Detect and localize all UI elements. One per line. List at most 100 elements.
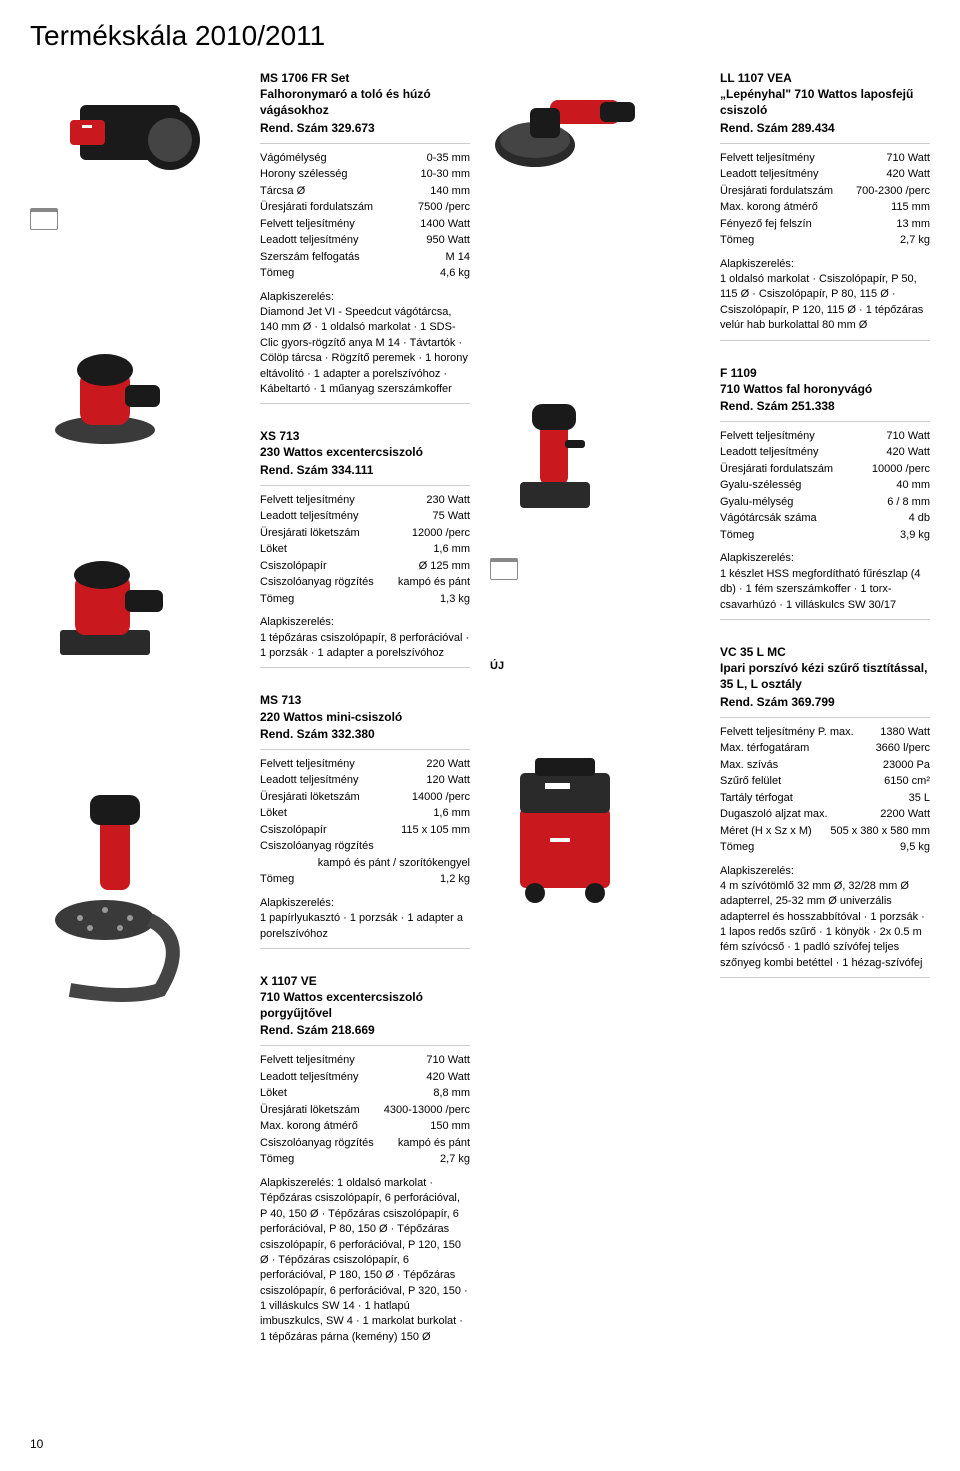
spec-value: 14000 /perc: [412, 789, 470, 806]
page-number: 10: [30, 1437, 43, 1451]
spec-label: Csiszolóanyag rögzítés: [260, 838, 374, 855]
spec-value: 9,5 kg: [900, 839, 930, 856]
product-xs713: XS 713 230 Wattos excentercsiszoló Rend.…: [260, 428, 470, 668]
product-f1109: F 1109 710 Wattos fal horonyvágó Rend. S…: [720, 365, 930, 620]
spec-label: Szűrő felület: [720, 773, 781, 790]
accessories-label: Alapkiszerelés:: [260, 896, 470, 911]
spec-value: 505 x 380 x 580 mm: [830, 823, 930, 840]
spec-label: Löket: [260, 541, 287, 558]
spec-value: 75 Watt: [433, 508, 471, 525]
spec-value: 220 Watt: [426, 756, 470, 773]
accessories-label: Alapkiszerelés:: [720, 864, 930, 879]
spec-value: 10-30 mm: [420, 166, 470, 183]
spec-list: Felvett teljesítmény 230 WattLeadott telj…: [260, 492, 470, 608]
spec-row: Felvett teljesítmény710 Watt: [260, 1052, 470, 1069]
spec-row: Max. korong átmérő115 mm: [720, 199, 930, 216]
spec-value: 950 Watt: [426, 232, 470, 249]
accessories-text: 1 készlet HSS megfordítható fűrészlap (4…: [720, 567, 930, 613]
spec-value: 6 / 8 mm: [887, 494, 930, 511]
spec-row: Löket1,6 mm: [260, 805, 470, 822]
case-icon: [30, 208, 58, 230]
spec-row: Méret (H x Sz x M) 505 x 380 x 580 mm: [720, 823, 930, 840]
spec-label: Gyalu-szélesség: [720, 477, 801, 494]
flat-head-sander-icon: [490, 70, 640, 200]
spec-row: Horony szélesség 10-30 mm: [260, 166, 470, 183]
product-title: XS 713 230 Wattos excentercsiszoló: [260, 428, 470, 460]
spec-value: 120 Watt: [426, 772, 470, 789]
left-image-column: [30, 70, 240, 1369]
spec-list: Felvett teljesítmény710 WattLeadott telj…: [720, 150, 930, 249]
spec-row: Szűrő felület6150 cm²: [720, 773, 930, 790]
spec-label: Csiszolópapír: [260, 822, 327, 839]
spec-row: Max. szívás23000 Pa: [720, 757, 930, 774]
spec-row: Felvett teljesítmény220 Watt: [260, 756, 470, 773]
spec-label: Üresjárati fordulatszám: [260, 199, 373, 216]
spec-row: Csiszolóanyag rögzítéskampó és pánt: [260, 1135, 470, 1152]
spec-label: Üresjárati löketszám: [260, 1102, 360, 1119]
spec-value: 1,3 kg: [440, 591, 470, 608]
spec-value: 2,7 kg: [900, 232, 930, 249]
spec-label: Csiszolóanyag rögzítés: [260, 574, 374, 591]
spec-row: Csiszolóanyag rögzítés: [260, 838, 470, 855]
spec-row: Üresjárati fordulatszám700-2300 /perc: [720, 183, 930, 200]
spec-row: Leadott teljesítmény420 Watt: [260, 1069, 470, 1086]
spec-row: Üresjárati löketszám14000 /perc: [260, 789, 470, 806]
spec-label: Méret (H x Sz x M): [720, 823, 812, 840]
spec-value: 12000 /perc: [412, 525, 470, 542]
spec-row: Dugaszoló aljzat max.2200 Watt: [720, 806, 930, 823]
product-image-vc35: [490, 708, 640, 928]
spec-label: Felvett teljesítmény P. max.: [720, 724, 854, 741]
spec-label: Felvett teljesítmény: [260, 492, 355, 509]
product-ms1706: MS 1706 FR Set Falhoronymaró a toló és h…: [260, 70, 470, 404]
spec-value: 230 Watt: [426, 492, 470, 509]
spec-row: Vágótárcsák száma 4 db: [720, 510, 930, 527]
left-text-column: MS 1706 FR Set Falhoronymaró a toló és h…: [260, 70, 470, 1369]
spec-row: Tömeg 3,9 kg: [720, 527, 930, 544]
spec-row: Szerszám felfogatásM 14: [260, 249, 470, 266]
spec-list: Felvett teljesítmény710 WattLeadott telj…: [260, 1052, 470, 1168]
wall-groove-cutter-icon: [490, 390, 640, 520]
spec-value: 1,6 mm: [433, 541, 470, 558]
product-image-ms713: [30, 540, 180, 670]
spec-label: Vágómélység: [260, 150, 327, 167]
page-title: Termékskála 2010/2011: [30, 20, 930, 52]
spec-row: Üresjárati fordulatszám7500 /perc: [260, 199, 470, 216]
product-ref: Rend. Szám 218.669: [260, 1023, 470, 1037]
accessories-text: 1 tépőzáras csiszolópapír, 8 perforációv…: [260, 631, 470, 662]
spec-value: 40 mm: [896, 477, 930, 494]
spec-row: Üresjárati löketszám4300-13000 /perc: [260, 1102, 470, 1119]
product-ll1107: LL 1107 VEA „Lepényhal" 710 Wattos lapos…: [720, 70, 930, 341]
spec-value: 1,6 mm: [433, 805, 470, 822]
spec-value: 3,9 kg: [900, 527, 930, 544]
spec-label: Tömeg: [720, 527, 754, 544]
spec-value: 0-35 mm: [427, 150, 470, 167]
spec-label: Tömeg: [260, 1151, 294, 1168]
spec-label: Vágótárcsák száma: [720, 510, 817, 527]
spec-value: 420 Watt: [886, 444, 930, 461]
spec-label: Leadott teljesítmény: [720, 444, 818, 461]
spec-list: Felvett teljesítmény220 WattLeadott telj…: [260, 756, 470, 888]
product-title: VC 35 L MC Ipari porszívó kézi szűrő tis…: [720, 644, 930, 693]
spec-row: Leadott teljesítmény 420 Watt: [720, 444, 930, 461]
product-image-f1109: [490, 390, 640, 520]
spec-label: Leadott teljesítmény: [720, 166, 818, 183]
spec-label: Leadott teljesítmény: [260, 232, 358, 249]
accessories-label: Alapkiszerelés:: [720, 257, 930, 272]
spec-row: Tömeg9,5 kg: [720, 839, 930, 856]
spec-row: Leadott teljesítmény75 Watt: [260, 508, 470, 525]
spec-label: Csiszolópapír: [260, 558, 327, 575]
accessories-text: Alapkiszerelés: 1 oldalsó markolat · Tép…: [260, 1176, 470, 1345]
spec-label: Horony szélesség: [260, 166, 347, 183]
product-image-x1107: [30, 790, 180, 1010]
product-image-ms1706: [60, 70, 210, 200]
accessories-text: 4 m szívótömlő 32 mm Ø, 32/28 mm Ø adapt…: [720, 879, 930, 971]
spec-value: 8,8 mm: [433, 1085, 470, 1102]
spec-value: 710 Watt: [886, 150, 930, 167]
spec-row: Max. korong átmérő150 mm: [260, 1118, 470, 1135]
accessories-label: Alapkiszerelés:: [260, 290, 470, 305]
spec-label: Felvett teljesítmény: [720, 428, 815, 445]
spec-value: 4 db: [909, 510, 930, 527]
spec-row: Felvett teljesítmény 230 Watt: [260, 492, 470, 509]
spec-value: Ø 125 mm: [419, 558, 470, 575]
spec-row: Tárcsa Ø140 mm: [260, 183, 470, 200]
